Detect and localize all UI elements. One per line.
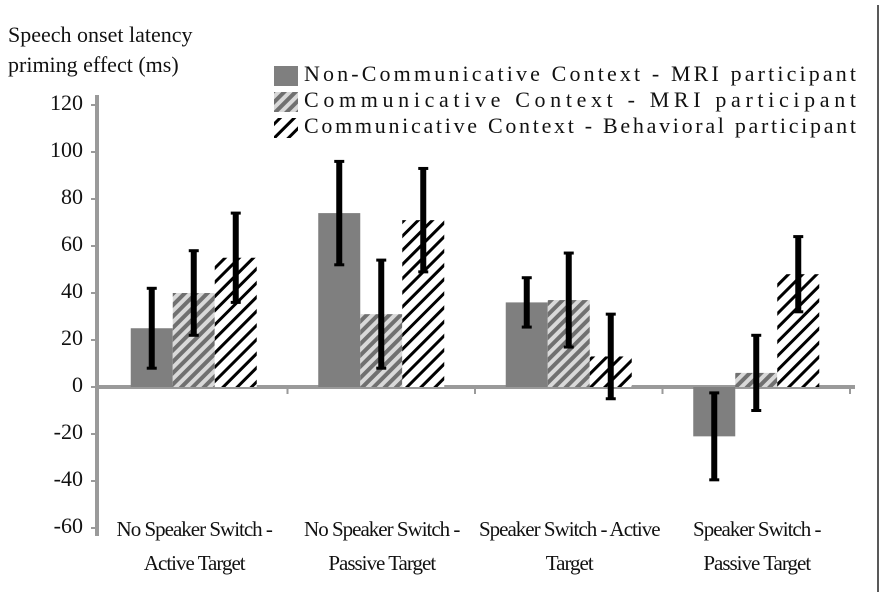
error-bar xyxy=(188,249,199,337)
y-axis-label: Speech onset latency priming effect (ms) xyxy=(8,22,193,77)
y-tick-label: 120 xyxy=(50,90,83,115)
x-tick-label: Speaker Switch - Passive Target xyxy=(693,517,821,575)
legend-label: Communicative Context - Behavioral parti… xyxy=(304,113,856,138)
y-tick-label: 0 xyxy=(72,372,83,397)
legend-label: Non-Communicative Context - MRI particip… xyxy=(304,61,856,86)
error-bar xyxy=(418,166,429,274)
legend-swatch xyxy=(274,92,298,112)
y-tick-label: -20 xyxy=(54,419,83,444)
error-bar xyxy=(376,258,387,370)
error-bar xyxy=(563,251,574,349)
error-bar xyxy=(521,276,532,329)
legend-swatch xyxy=(274,66,298,86)
error-bar xyxy=(605,312,616,401)
x-tick-label: No Speaker Switch - Active Target xyxy=(116,517,273,575)
legend-label: Communicative Context - MRI participant xyxy=(304,87,856,112)
error-bar xyxy=(334,159,345,267)
error-bar xyxy=(751,333,762,412)
x-tick-label: Speaker Switch - Active Target xyxy=(478,517,661,575)
error-bar xyxy=(709,391,720,482)
error-bar xyxy=(793,235,804,314)
y-tick-label: 40 xyxy=(61,278,83,303)
y-tick-label: -60 xyxy=(54,513,83,538)
y-tick-label: 100 xyxy=(50,137,83,162)
y-tick-label: 20 xyxy=(61,325,83,350)
y-tick-label: -40 xyxy=(54,466,83,491)
x-tick-label: No Speaker Switch - Passive Target xyxy=(304,517,460,575)
error-bar xyxy=(230,211,241,304)
legend-swatch xyxy=(274,118,298,138)
error-bar xyxy=(146,286,157,370)
y-tick-label: 80 xyxy=(61,184,83,209)
y-tick-label: 60 xyxy=(61,231,83,256)
